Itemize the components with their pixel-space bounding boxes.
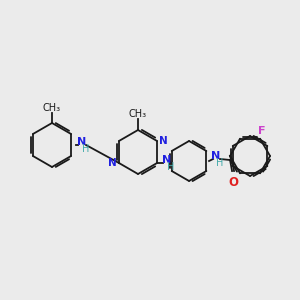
Text: H: H bbox=[216, 158, 224, 168]
Text: F: F bbox=[258, 126, 266, 136]
Text: N: N bbox=[162, 155, 172, 165]
Text: H: H bbox=[167, 162, 175, 172]
Text: CH₃: CH₃ bbox=[129, 109, 147, 119]
Text: N: N bbox=[108, 158, 117, 168]
Text: N: N bbox=[212, 151, 221, 161]
Text: N: N bbox=[159, 136, 168, 146]
Text: H: H bbox=[82, 144, 90, 154]
Text: O: O bbox=[228, 176, 238, 189]
Text: N: N bbox=[77, 137, 87, 147]
Text: CH₃: CH₃ bbox=[43, 103, 61, 113]
